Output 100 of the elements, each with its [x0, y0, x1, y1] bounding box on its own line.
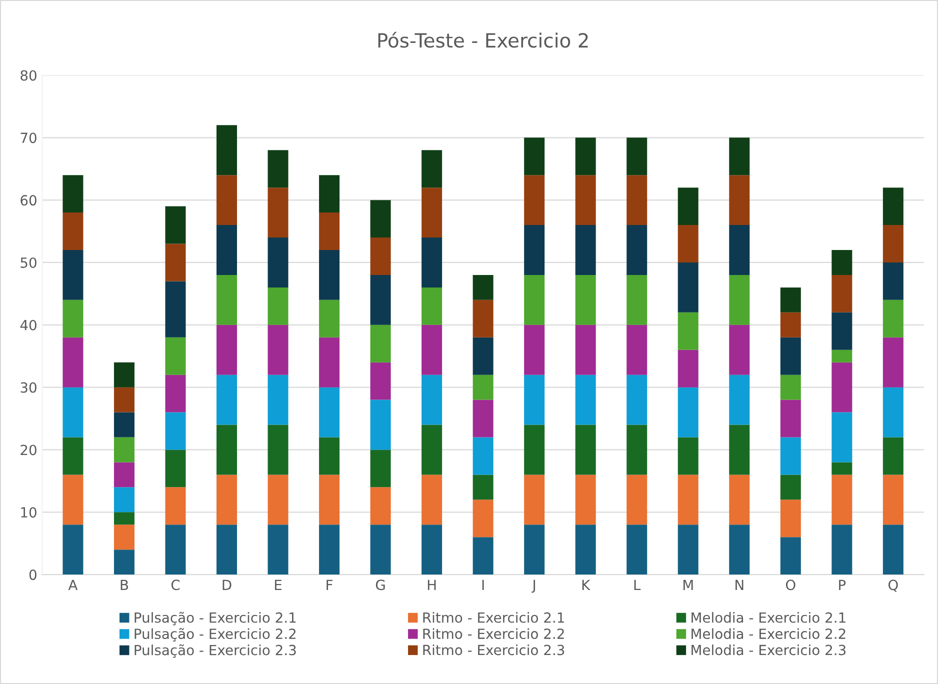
bar: [524, 225, 545, 275]
bar: [524, 175, 545, 226]
legend-label: Melodia - Exercicio 2.2: [692, 628, 846, 640]
y-tick-label: 60: [20, 195, 36, 206]
bar: [268, 238, 288, 288]
bar: [780, 312, 801, 338]
bar: [678, 188, 698, 226]
bar: [780, 337, 801, 375]
bar: [165, 244, 186, 282]
bar: [370, 524, 391, 575]
bar: [319, 474, 340, 525]
bar: [678, 350, 698, 388]
bar: [780, 287, 801, 312]
bar: [370, 200, 391, 238]
x-tick-label: D: [222, 580, 232, 590]
bar: [472, 537, 494, 575]
bar: [62, 337, 84, 388]
bar: [319, 524, 340, 575]
bar: [422, 524, 442, 575]
bar: [729, 225, 750, 275]
y-tick-label: 80: [20, 70, 36, 81]
bar: [472, 337, 494, 375]
bar: [165, 337, 186, 375]
bar: [319, 212, 340, 250]
bar: [268, 474, 288, 525]
bar: [729, 274, 750, 325]
x-tick-label: F: [326, 580, 332, 590]
bar: [882, 300, 904, 338]
bar: [678, 437, 698, 475]
bar: [370, 238, 391, 275]
bar: [678, 474, 698, 525]
bar: [472, 274, 494, 300]
bar: [472, 437, 494, 475]
bar: [626, 374, 648, 425]
bar: [216, 274, 238, 325]
bar: [165, 412, 186, 450]
x-tick-label: J: [532, 580, 536, 593]
legend-label: Ritmo - Exercicio 2.3: [423, 644, 564, 656]
y-tick-label: 40: [20, 320, 36, 330]
x-tick-label: Q: [888, 580, 898, 592]
bar: [575, 175, 596, 226]
bar: [524, 274, 545, 325]
bar: [575, 474, 596, 525]
bar: [422, 324, 442, 375]
bar: [832, 474, 852, 525]
bar: [268, 374, 288, 425]
bar: [114, 524, 134, 550]
bar: [165, 281, 186, 338]
bar: [729, 524, 750, 575]
bar: [882, 225, 904, 262]
bar: [832, 312, 852, 350]
bar: [575, 374, 596, 425]
bar: [575, 324, 596, 375]
bar: [62, 300, 84, 338]
bar: [62, 250, 84, 300]
bar: [729, 374, 750, 425]
legend-label: Ritmo - Exercicio 2.1: [423, 612, 564, 623]
bar: [882, 437, 904, 475]
x-tick-label: E: [274, 580, 282, 590]
bar: [780, 437, 801, 475]
x-tick-label: N: [736, 580, 744, 590]
bar: [882, 188, 904, 226]
bar: [832, 274, 852, 312]
bar: [780, 374, 801, 400]
x-tick-label: K: [582, 580, 590, 590]
bar: [216, 424, 238, 475]
bar: [575, 225, 596, 275]
bar: [575, 424, 596, 475]
legend-label: Pulsação - Exercicio 2.3: [134, 644, 296, 658]
bar: [62, 387, 84, 438]
bar: [626, 424, 648, 475]
bar: [678, 524, 698, 575]
bar: [319, 337, 340, 388]
bar: [216, 374, 238, 425]
bar: [319, 437, 340, 475]
bar: [626, 324, 648, 375]
bar: [678, 262, 698, 312]
bar: [370, 362, 391, 400]
bar: [422, 374, 442, 425]
legend-label: Pulsação - Exercicio 2.1: [134, 612, 296, 626]
bar: [422, 287, 442, 325]
bar: [165, 374, 186, 412]
bar: [216, 474, 238, 525]
bar: [626, 274, 648, 325]
bar: [114, 387, 134, 412]
bar: [114, 362, 134, 388]
y-tick-label: 0: [29, 570, 36, 580]
bar: [729, 138, 750, 176]
bar: [114, 462, 134, 488]
bar: [216, 524, 238, 575]
x-tick-label: G: [376, 580, 385, 590]
legend-label: Pulsação - Exercicio 2.2: [134, 628, 296, 642]
bar: [422, 474, 442, 525]
y-tick-label: 20: [20, 444, 36, 456]
bar: [165, 206, 186, 244]
bar: [165, 450, 186, 488]
bar: [678, 312, 698, 350]
bar: [114, 550, 134, 575]
bar: [268, 150, 288, 188]
bar: [216, 324, 238, 375]
